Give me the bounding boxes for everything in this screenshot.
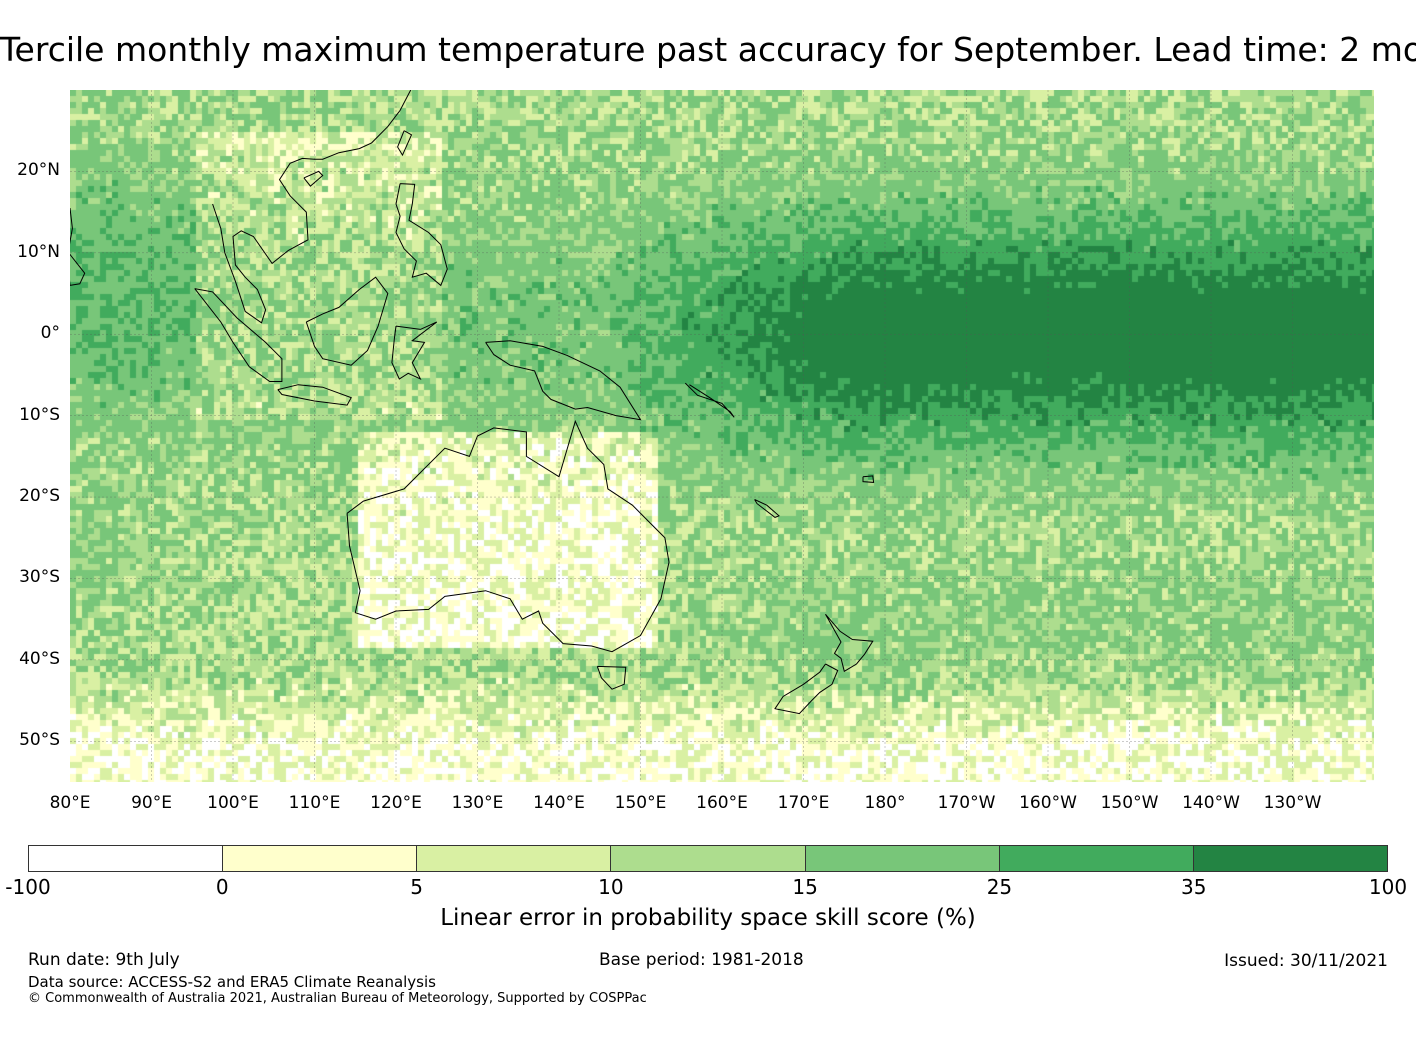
sulawesi-coastline — [391, 321, 438, 381]
colorbar-tick-label: -100 — [5, 875, 51, 899]
data-source: Data source: ACCESS-S2 and ERA5 Climate … — [28, 973, 436, 991]
nz-north-coastline — [825, 613, 874, 673]
latitude-label: 40°S — [19, 648, 60, 669]
copyright: © Commonwealth of Australia 2021, Austra… — [28, 991, 647, 1006]
colorbar-tick-label: 100 — [1368, 875, 1408, 899]
colorbar-tick-label: 35 — [1180, 875, 1207, 899]
longitude-label: 160°W — [1019, 793, 1077, 813]
longitude-label: 150°E — [614, 793, 667, 813]
taiwan-coastline — [397, 130, 413, 157]
latitude-label: 10°N — [17, 241, 60, 262]
issued-date: Issued: 30/11/2021 — [1224, 951, 1388, 971]
indochina-coastline — [212, 90, 412, 324]
borneo-coastline — [305, 276, 389, 366]
colorbar-segment — [999, 846, 1194, 871]
tasmania-coastline — [596, 665, 627, 690]
fiji-coastline — [862, 475, 875, 483]
latitude-label: 20°N — [17, 160, 60, 181]
longitude-label: 180° — [864, 793, 906, 813]
java-coastline — [277, 384, 352, 406]
colorbar-tick-label: 25 — [986, 875, 1013, 899]
hainan-coastline — [303, 170, 324, 187]
colorbar-segment — [223, 846, 418, 871]
colorbar-tick-label: 0 — [215, 875, 229, 899]
base-period: Base period: 1981-2018 — [599, 950, 804, 970]
longitude-label: 90°E — [131, 793, 172, 813]
longitude-label: 120°E — [370, 793, 422, 813]
nz-south-coastline — [774, 663, 839, 715]
longitude-label: 140°E — [533, 793, 585, 813]
coastlines — [70, 90, 875, 715]
colorbar-label: Linear error in probability space skill … — [440, 905, 976, 931]
colorbar-tick-label: 15 — [792, 875, 818, 899]
philippines-coastline — [395, 183, 448, 287]
colorbar-segment — [1193, 846, 1387, 871]
longitude-label: 170°W — [937, 793, 996, 813]
latitude-label: 0° — [40, 323, 60, 344]
longitude-label: 130°W — [1263, 793, 1322, 813]
latitude-label: 30°S — [19, 567, 60, 588]
australia-coastline — [346, 419, 670, 653]
colorbar — [28, 845, 1388, 872]
colorbar-segment — [611, 846, 806, 871]
sumatra-coastline — [194, 288, 283, 382]
longitude-label: 130°E — [451, 793, 504, 813]
graticule — [70, 90, 1374, 782]
longitude-label: 140°W — [1182, 793, 1240, 813]
skill-score-map — [70, 90, 1374, 782]
longitude-label: 110°E — [288, 793, 341, 813]
colorbar-tick-label: 5 — [410, 875, 423, 899]
longitude-label: 150°W — [1100, 793, 1159, 813]
colorbar-segment — [417, 846, 612, 871]
latitude-label: 50°S — [19, 730, 60, 751]
run-date: Run date: 9th July — [28, 950, 180, 970]
longitude-label: 160°E — [696, 793, 748, 813]
latitude-label: 10°S — [19, 404, 60, 425]
longitude-label: 170°E — [777, 793, 830, 813]
india-coastline — [70, 207, 86, 286]
map-overlay — [70, 90, 1374, 782]
longitude-label: 100°E — [207, 793, 259, 813]
colorbar-tick-label: 10 — [598, 875, 624, 899]
map-title: Tercile monthly maximum temperature past… — [0, 30, 1416, 69]
new-guinea-coastline — [485, 340, 642, 421]
solomons-coastline — [684, 382, 735, 418]
latitude-label: 20°S — [19, 486, 60, 507]
longitude-label: 80°E — [49, 793, 91, 813]
colorbar-segment — [29, 846, 224, 871]
new-caledonia-coastline — [754, 499, 780, 518]
colorbar-segment — [805, 846, 1000, 871]
